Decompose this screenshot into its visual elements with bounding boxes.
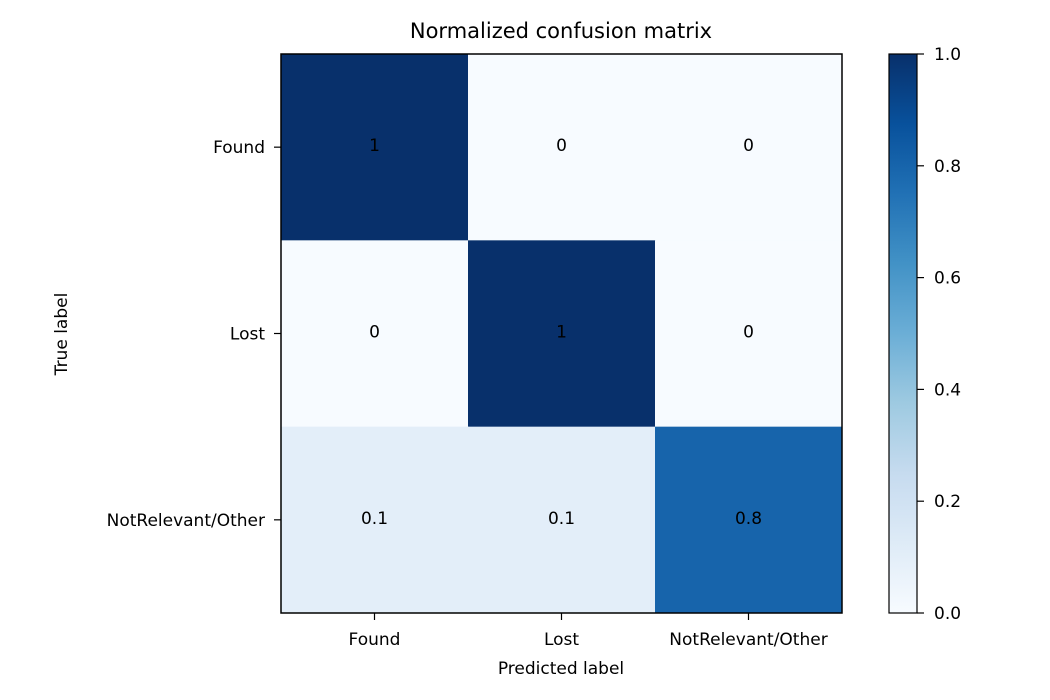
colorbar-tick-label: 0.2 (934, 492, 961, 512)
y-tick-label: Found (213, 138, 265, 158)
heatmap-cells: 1 0 0 0 1 0 0.1 0.1 0.8 (281, 54, 843, 614)
x-tick-label: Found (349, 630, 401, 650)
cell-value-label: 0 (743, 136, 754, 156)
colorbar-tick-label: 0.8 (934, 157, 961, 177)
colorbar-frame (888, 53, 918, 614)
heatmap-cell (468, 54, 656, 241)
y-axis-ticks: Found Lost NotRelevant/Other (107, 138, 281, 531)
cell-value-label: 0.1 (548, 509, 575, 529)
colorbar (889, 54, 917, 613)
y-tick-label: Lost (230, 325, 265, 345)
cell-value-label: 0 (369, 323, 380, 343)
cell-value-label: 1 (556, 323, 567, 343)
heatmap-cell (655, 240, 843, 428)
cell-value-label: 0.1 (361, 509, 388, 529)
x-axis-ticks: Found Lost NotRelevant/Other (349, 613, 828, 650)
cell-value-label: 0 (556, 136, 567, 156)
heatmap-cell (468, 426, 656, 614)
colorbar-tick-label: 1.0 (934, 45, 961, 65)
heatmap-cell (281, 54, 469, 241)
heatmap-cell (468, 240, 656, 428)
x-tick-label: NotRelevant/Other (669, 630, 827, 650)
colorbar-tick-label: 0.6 (934, 269, 961, 289)
heatmap-cell (655, 54, 843, 241)
colorbar-tick-label: 0.4 (934, 380, 961, 400)
cell-value-label: 0.8 (735, 509, 762, 529)
colorbar-tick-label: 0.0 (934, 604, 961, 624)
heatmap-cell (655, 426, 843, 614)
heatmap-cell (281, 426, 469, 614)
heatmap-cell (281, 240, 469, 428)
x-axis-label: Predicted label (498, 659, 624, 679)
colorbar-ticks: 0.0 0.2 0.4 0.6 0.8 1.0 (917, 45, 961, 624)
y-tick-label: NotRelevant/Other (107, 511, 265, 531)
cell-value-label: 1 (369, 136, 380, 156)
cell-value-label: 0 (743, 323, 754, 343)
x-tick-label: Lost (544, 630, 579, 650)
y-axis-label: True label (52, 293, 72, 377)
chart-title: Normalized confusion matrix (410, 19, 712, 43)
